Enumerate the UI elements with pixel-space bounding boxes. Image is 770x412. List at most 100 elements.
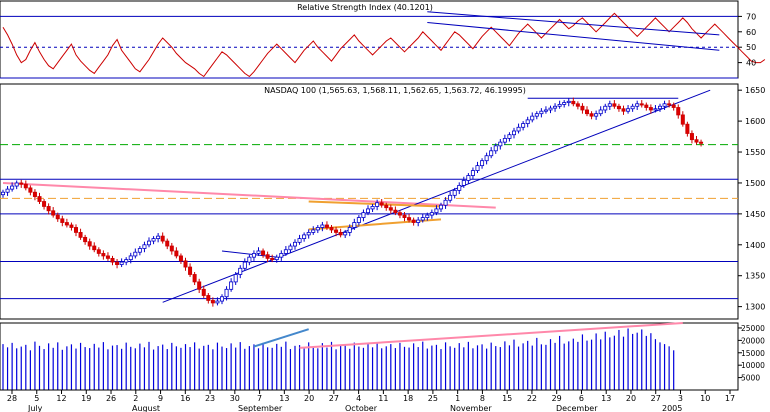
candle-body <box>448 194 453 201</box>
candle-body <box>283 249 288 254</box>
price-horizontal-lines <box>0 144 738 300</box>
candle-body <box>215 300 220 304</box>
price-trendline <box>308 200 442 208</box>
candle-body <box>676 107 681 116</box>
candle-body <box>484 155 489 162</box>
rsi-y-axis: 40 50 60 70 <box>738 12 756 68</box>
candle-body <box>105 255 110 259</box>
candle-body <box>598 109 603 115</box>
rsi-tick-label: 40 <box>746 59 756 68</box>
month-label: September <box>238 404 283 412</box>
x-tick-label: 20 <box>304 394 314 403</box>
candle-body <box>32 191 37 197</box>
candle-body <box>626 108 631 112</box>
candle-body <box>671 104 676 108</box>
price-title: NASDAQ 100 (1,565.63, 1,568.11, 1,562.65… <box>264 86 526 95</box>
candle-body <box>256 250 261 254</box>
candle-body <box>206 295 211 301</box>
candle-body <box>146 240 151 246</box>
x-tick-label: 13 <box>601 394 611 403</box>
x-tick-label: 27 <box>651 394 661 403</box>
candle-body <box>183 260 188 268</box>
volume-tick-label: 5000 <box>741 374 760 383</box>
candle-body <box>270 257 275 261</box>
candle-body <box>306 232 311 236</box>
x-tick-label: 11 <box>378 394 388 403</box>
x-tick-label: 6 <box>579 394 584 403</box>
candle-body <box>165 240 170 247</box>
candle-body <box>566 100 571 103</box>
candle-body <box>311 229 316 233</box>
candle-body <box>402 214 407 218</box>
candle-body <box>571 100 576 105</box>
candle-body <box>502 138 507 143</box>
candle-body <box>375 202 380 207</box>
candle-body <box>429 212 434 216</box>
volume-frame <box>0 322 739 391</box>
candle-body <box>397 212 402 216</box>
candle-body <box>475 165 480 171</box>
candle-body <box>115 261 120 265</box>
x-tick-label: 8 <box>480 394 485 403</box>
price-tick-label: 1550 <box>745 148 765 157</box>
candle-body <box>557 104 562 107</box>
candle-body <box>133 251 138 257</box>
candle-body <box>512 130 517 136</box>
candle-body <box>37 196 42 202</box>
price-tick-label: 1600 <box>745 117 765 126</box>
candle-body <box>416 219 421 223</box>
candle-body <box>694 139 699 143</box>
candle-body <box>55 214 60 220</box>
candle-body <box>343 232 348 236</box>
candle-body <box>653 108 658 111</box>
candle-body <box>685 123 690 134</box>
month-label: December <box>556 404 598 412</box>
candle-body <box>539 110 544 115</box>
x-tick-label: 30 <box>230 394 240 403</box>
x-tick-label: 28 <box>7 394 17 403</box>
candle-body <box>297 238 302 243</box>
candle-body <box>452 189 457 196</box>
candle-body <box>379 202 384 206</box>
candle-body <box>635 103 640 107</box>
x-tick-label: 26 <box>106 394 116 403</box>
candle-body <box>644 104 649 108</box>
candle-body <box>23 183 28 189</box>
rsi-frame <box>0 0 739 79</box>
price-panel: NASDAQ 100 (1,565.63, 1,568.11, 1,562.65… <box>0 83 765 320</box>
x-tick-label: 23 <box>205 394 215 403</box>
candle-body <box>393 209 398 214</box>
volume-tick-label: 25000 <box>741 324 765 333</box>
candle-body <box>128 255 133 261</box>
candle-body <box>543 109 548 112</box>
candle-body <box>265 254 270 259</box>
candle-body <box>169 245 174 252</box>
candle-body <box>247 256 252 263</box>
price-tick-label: 1450 <box>745 210 765 219</box>
candle-body <box>124 259 129 263</box>
candle-body <box>365 208 370 214</box>
candle-body <box>530 115 535 121</box>
candle-body <box>292 241 297 247</box>
candle-body <box>525 119 530 124</box>
volume-trendline <box>253 328 309 348</box>
candle-body <box>580 105 585 111</box>
x-tick-label: 29 <box>552 394 562 403</box>
candle-body <box>589 113 594 117</box>
candle-body <box>434 208 439 214</box>
candle-body <box>575 103 580 107</box>
volume-trendlines <box>253 322 683 349</box>
candle-body <box>151 238 156 242</box>
month-label: October <box>345 404 378 412</box>
candle-body <box>101 253 106 257</box>
x-tick-label: 2 <box>133 394 138 403</box>
candle-body <box>279 253 284 258</box>
candle-body <box>562 102 567 105</box>
rsi-panel: Relative Strength Index (40.1201) 40 50 60… <box>0 0 766 79</box>
candle-body <box>224 288 229 298</box>
x-tick-label: 19 <box>81 394 91 403</box>
candle-body <box>361 212 366 218</box>
candle-body <box>534 113 539 117</box>
candle-body <box>14 182 19 187</box>
candle-body <box>621 108 626 112</box>
